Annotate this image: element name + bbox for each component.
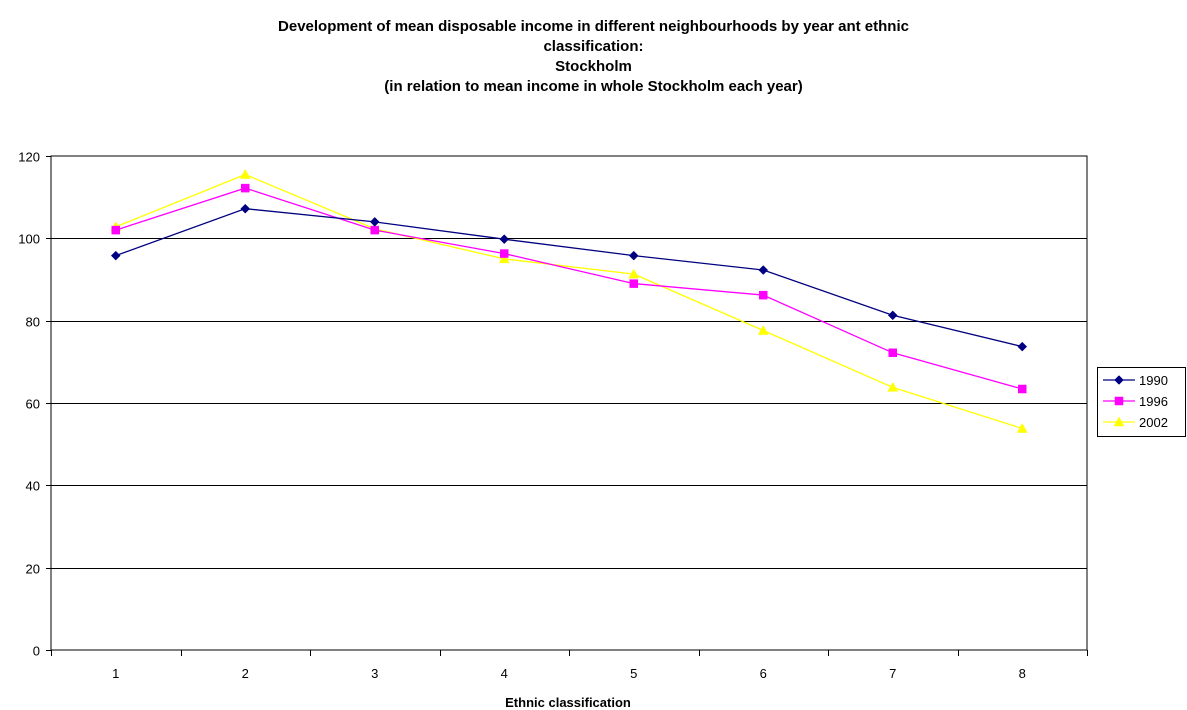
y-axis: 0 20 40 60 80 100 120 [18,150,51,659]
data-point-1990 [499,234,510,245]
y-tick-label: 120 [18,150,40,165]
data-point-2002 [887,381,899,392]
x-tick-label: 5 [630,666,637,681]
legend-item-1990: 1990 [1103,373,1168,388]
x-tick-label: 8 [1019,666,1026,681]
series-1990 [110,203,1028,352]
legend-marker [1114,375,1124,385]
series-line-1990 [115,208,1023,348]
data-point-1990 [110,250,121,261]
chart-title-line: classification: [543,38,644,55]
data-point-1996 [1018,384,1027,394]
x-tick-label: 6 [760,666,767,681]
data-point-2002 [757,325,769,335]
data-point-1990 [887,310,898,321]
y-tick-label: 0 [33,644,40,659]
data-point-1990 [1017,341,1028,352]
x-axis: 1 2 3 4 5 6 7 8 [51,650,1088,681]
data-point-1996 [111,225,120,235]
data-point-2002 [239,169,251,179]
legend: 1990 1996 2002 [1097,367,1186,437]
x-tick-label: 3 [371,666,378,681]
data-point-1996 [759,290,768,300]
series-group [110,169,1028,433]
data-point-2002 [498,253,510,264]
y-tick-label: 80 [26,315,40,330]
legend-item-1996: 1996 [1103,394,1168,409]
legend-marker [1114,396,1124,406]
x-axis-title: Ethnic classification [505,695,631,710]
legend-marker [1113,416,1125,427]
data-point-1996 [241,183,250,193]
y-tick-label: 40 [26,479,40,494]
data-point-1996 [370,225,379,235]
series-line-1996 [115,187,1023,390]
x-tick-label: 7 [889,666,896,681]
data-point-1990 [369,217,380,227]
gridlines [51,238,1087,569]
chart-title-line: Development of mean disposable income in… [278,18,909,35]
series-1996 [111,183,1027,394]
legend-label: 1996 [1139,394,1168,409]
data-point-1990 [628,250,639,261]
legend-box [1097,367,1186,437]
chart-title: Development of mean disposable income in… [0,17,1187,97]
y-tick-label: 20 [26,562,40,577]
chart-title-line: (in relation to mean income in whole Sto… [384,78,803,95]
y-tick-label: 100 [18,232,40,247]
legend-label: 1990 [1139,373,1168,388]
data-point-1996 [629,279,638,288]
y-tick-label: 60 [26,397,40,412]
data-point-2002 [628,268,640,279]
legend-item-2002: 2002 [1103,415,1168,430]
data-point-1996 [888,348,897,358]
x-tick-label: 4 [501,666,508,681]
data-point-1996 [500,249,509,258]
legend-label: 2002 [1139,415,1168,430]
data-point-2002 [1016,423,1028,433]
chart-title-line: Stockholm [555,58,632,75]
series-line-2002 [115,173,1023,430]
x-tick-label: 1 [112,666,119,681]
x-tick-label: 2 [242,666,249,681]
data-point-1990 [758,265,769,275]
data-point-1990 [240,203,251,214]
